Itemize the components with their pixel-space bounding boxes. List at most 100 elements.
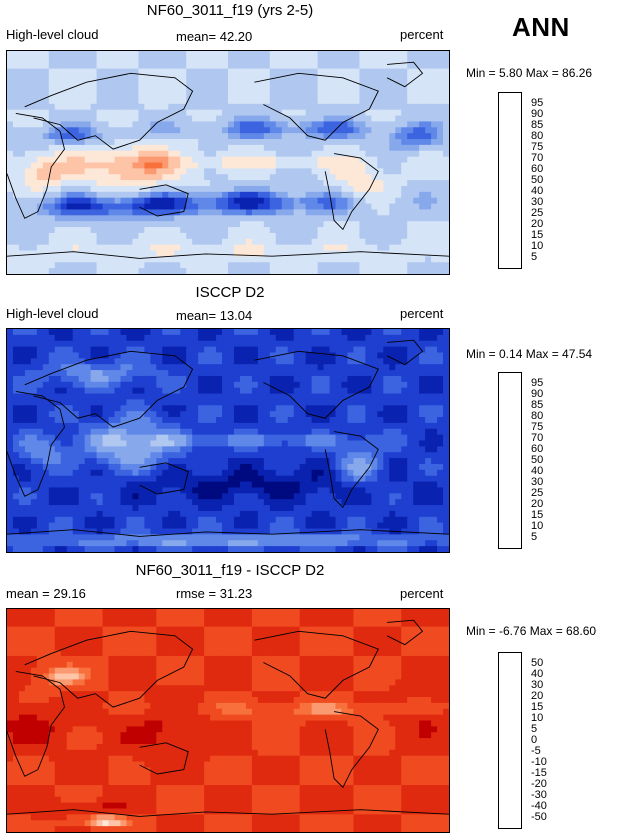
field-cell xyxy=(174,358,181,365)
field-cell xyxy=(138,80,145,87)
field-cell xyxy=(353,250,360,257)
field-cell xyxy=(269,168,277,175)
field-cell xyxy=(36,209,44,216)
field-cell xyxy=(341,150,349,158)
field-cell xyxy=(251,144,259,152)
field-cell xyxy=(293,109,301,117)
field-cell xyxy=(228,168,235,175)
field-cell xyxy=(60,434,68,442)
field-cell xyxy=(293,197,301,205)
field-cell xyxy=(401,150,408,158)
field-cell xyxy=(413,185,420,193)
field-cell xyxy=(102,487,110,494)
field-cell xyxy=(30,215,38,222)
field-cell xyxy=(269,446,277,453)
field-cell xyxy=(329,227,337,234)
field-cell xyxy=(24,422,32,430)
field-cell xyxy=(413,469,420,477)
field-cell xyxy=(138,209,145,216)
field-cell xyxy=(198,381,205,389)
field-cell xyxy=(443,428,449,436)
field-cell xyxy=(126,475,134,483)
field-cell xyxy=(222,232,229,240)
field-cell xyxy=(401,168,408,175)
field-cell xyxy=(168,86,175,93)
field-cell xyxy=(431,387,438,395)
field-cell xyxy=(72,469,80,477)
field-cell xyxy=(443,244,449,252)
field-cell xyxy=(275,405,283,412)
field-cell xyxy=(150,121,157,128)
field-cell xyxy=(347,346,355,354)
field-cell xyxy=(305,256,313,263)
field-cell xyxy=(48,352,56,359)
field-cell xyxy=(425,256,432,263)
field-cell xyxy=(30,97,38,105)
field-cell xyxy=(359,463,366,471)
field-cell xyxy=(156,411,163,418)
field-cell xyxy=(233,250,241,257)
field-cell xyxy=(251,227,259,234)
field-cell xyxy=(18,405,26,412)
field-cell xyxy=(305,80,313,87)
field-cell xyxy=(437,232,444,240)
field-cell xyxy=(401,103,408,111)
field-cell xyxy=(12,268,20,274)
field-cell xyxy=(204,168,211,175)
field-cell xyxy=(437,221,444,228)
field-cell xyxy=(239,493,247,500)
field-cell xyxy=(102,56,110,64)
field-cell xyxy=(359,334,366,342)
field-cell xyxy=(222,250,229,257)
field-cell xyxy=(12,74,20,81)
field-cell xyxy=(353,417,360,424)
field-cell xyxy=(126,334,134,342)
field-cell xyxy=(389,428,396,436)
field-cell xyxy=(305,209,313,216)
field-cell xyxy=(120,411,128,418)
field-cell xyxy=(365,411,372,418)
field-cell xyxy=(60,411,68,418)
field-cell xyxy=(84,411,92,418)
field-cell xyxy=(329,250,337,257)
field-cell xyxy=(437,428,444,436)
field-cell xyxy=(335,334,343,342)
field-cell xyxy=(263,227,271,234)
field-cell xyxy=(168,411,175,418)
field-cell xyxy=(84,256,92,263)
field-cell xyxy=(329,262,337,269)
field-cell xyxy=(317,452,325,459)
field-cell xyxy=(7,238,14,246)
field-cell xyxy=(329,139,337,146)
field-cell xyxy=(120,334,128,342)
field-cell xyxy=(138,221,145,228)
field-cell xyxy=(36,133,44,140)
field-cell xyxy=(395,440,402,447)
field-cell xyxy=(18,329,26,336)
field-cell xyxy=(192,334,199,342)
field-cell xyxy=(36,115,44,123)
field-cell xyxy=(383,262,390,269)
field-cell xyxy=(329,150,337,158)
field-cell xyxy=(263,244,271,252)
field-cell xyxy=(323,221,331,228)
field-cell xyxy=(293,244,301,252)
field-cell xyxy=(66,405,74,412)
field-cell xyxy=(54,133,62,140)
field-cell xyxy=(443,197,449,205)
field-cell xyxy=(317,446,325,453)
field-cell xyxy=(78,399,86,406)
field-cell xyxy=(186,375,193,383)
field-cell xyxy=(353,381,360,389)
field-cell xyxy=(78,56,86,64)
field-cell xyxy=(42,405,50,412)
field-cell xyxy=(138,144,145,152)
field-cell xyxy=(162,346,169,354)
field-cell xyxy=(204,358,211,365)
field-cell xyxy=(60,56,68,64)
field-cell xyxy=(30,56,38,64)
field-cell xyxy=(114,329,122,336)
field-cell xyxy=(347,232,355,240)
field-cell xyxy=(132,209,139,216)
field-cell xyxy=(180,92,187,99)
